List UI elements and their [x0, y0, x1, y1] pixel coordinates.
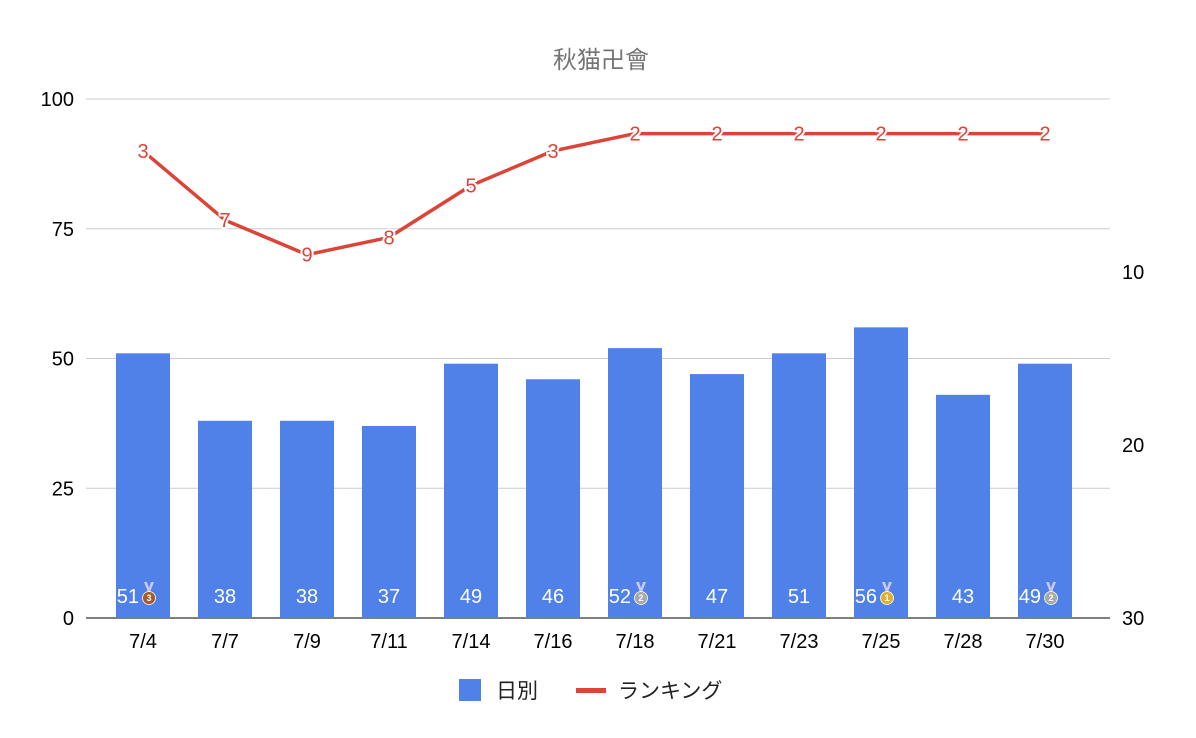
- left-tick-label: 25: [52, 478, 74, 500]
- left-tick-label: 100: [41, 89, 74, 111]
- chart-title: 秋猫卍會: [553, 46, 649, 74]
- line-data-label: 5: [465, 176, 476, 198]
- medal-rank: 3: [146, 593, 151, 603]
- x-tick-label: 7/11: [370, 631, 407, 653]
- bar: [854, 327, 908, 618]
- right-tick-label: 30: [1122, 608, 1144, 630]
- medal-icon: 2: [634, 582, 648, 605]
- medal-ribbon: [144, 582, 154, 592]
- x-tick-label: 7/30: [1026, 631, 1065, 653]
- legend-label-daily: 日別: [496, 679, 538, 703]
- bar-data-label: 49: [1019, 586, 1041, 608]
- bar: [362, 425, 416, 618]
- bar-data-labels: 51 3 38 38 37 49 46 52 2 47 51 56 1 43 49 2: [117, 582, 1058, 608]
- medal-disc: [1044, 591, 1058, 605]
- bar-data-label: 49: [460, 586, 482, 608]
- line-data-label: 2: [629, 124, 640, 146]
- right-tick-label: 10: [1122, 262, 1144, 284]
- x-tick-label: 7/4: [129, 631, 157, 653]
- right-axis-ticks: 10 20 30: [1122, 262, 1144, 630]
- left-tick-label: 75: [52, 219, 74, 241]
- line-data-label: 2: [1039, 124, 1050, 146]
- bar-data-label: 37: [378, 586, 400, 608]
- medal-rank: 2: [1048, 593, 1053, 603]
- bar: [936, 394, 990, 618]
- bar-data-label: 47: [706, 586, 728, 608]
- bar-data-label: 46: [542, 586, 564, 608]
- x-tick-label: 7/18: [616, 631, 655, 653]
- line-series-ranking: [141, 131, 1045, 257]
- legend-swatch-daily: [459, 679, 481, 701]
- line-data-label: 2: [711, 124, 722, 146]
- medal-rank: 2: [638, 593, 643, 603]
- line-data-label: 2: [957, 124, 968, 146]
- bar: [1018, 363, 1072, 618]
- x-tick-label: 7/25: [862, 631, 901, 653]
- line-data-label: 3: [137, 141, 148, 163]
- medal-rank: 1: [884, 593, 889, 603]
- x-tick-label: 7/9: [293, 631, 321, 653]
- medal-ribbon: [882, 582, 892, 592]
- line-data-label: 9: [301, 245, 312, 267]
- x-axis-ticks: 7/4 7/7 7/9 7/11 7/14 7/16 7/18 7/21 7/23 7/25 7/2…: [129, 631, 1064, 653]
- left-tick-label: 50: [52, 349, 74, 371]
- legend-label-ranking: ランキング: [618, 679, 722, 703]
- legend: 日別 ランキング: [459, 679, 722, 703]
- x-tick-label: 7/14: [452, 631, 491, 653]
- bar-data-label: 51: [788, 586, 810, 608]
- line-data-label: 8: [383, 227, 394, 249]
- medal-disc: [634, 591, 648, 605]
- x-tick-label: 7/28: [944, 631, 983, 653]
- x-tick-label: 7/16: [534, 631, 573, 653]
- medal-disc: [880, 591, 894, 605]
- medal-disc: [142, 591, 156, 605]
- bar: [198, 420, 252, 618]
- bar-series-daily: [116, 327, 1072, 618]
- bar: [690, 374, 744, 618]
- bar: [280, 420, 334, 618]
- medal-icon: 1: [880, 582, 894, 605]
- bar-data-label: 38: [214, 586, 236, 608]
- legend-swatch-ranking: [576, 688, 606, 693]
- ranking-line: [141, 131, 1045, 257]
- bar-data-label: 56: [855, 586, 877, 608]
- left-axis-ticks: 0 25 50 75 100: [41, 89, 74, 630]
- left-tick-label: 0: [63, 608, 74, 630]
- medal-ribbon: [1046, 582, 1056, 592]
- medal-icon: 3: [142, 582, 156, 605]
- line-data-label: 2: [875, 124, 886, 146]
- bar: [772, 353, 826, 618]
- line-data-label: 3: [547, 141, 558, 163]
- bar-data-label: 51: [117, 586, 139, 608]
- bar: [526, 379, 580, 618]
- bar-data-label: 43: [952, 586, 974, 608]
- x-tick-label: 7/23: [780, 631, 819, 653]
- bar: [444, 363, 498, 618]
- bar-data-label: 38: [296, 586, 318, 608]
- line-data-label: 2: [793, 124, 804, 146]
- x-tick-label: 7/21: [698, 631, 737, 653]
- line-data-label: 7: [219, 210, 230, 232]
- bar: [608, 348, 662, 618]
- bar-data-label: 52: [609, 586, 631, 608]
- medal-icon: 2: [1044, 582, 1058, 605]
- x-tick-label: 7/7: [211, 631, 239, 653]
- medal-ribbon: [636, 582, 646, 592]
- line-data-labels: 3 7 9 8 5 3 2 2 2 2 2 2: [135, 122, 1052, 269]
- right-tick-label: 20: [1122, 435, 1144, 457]
- bar: [116, 353, 170, 618]
